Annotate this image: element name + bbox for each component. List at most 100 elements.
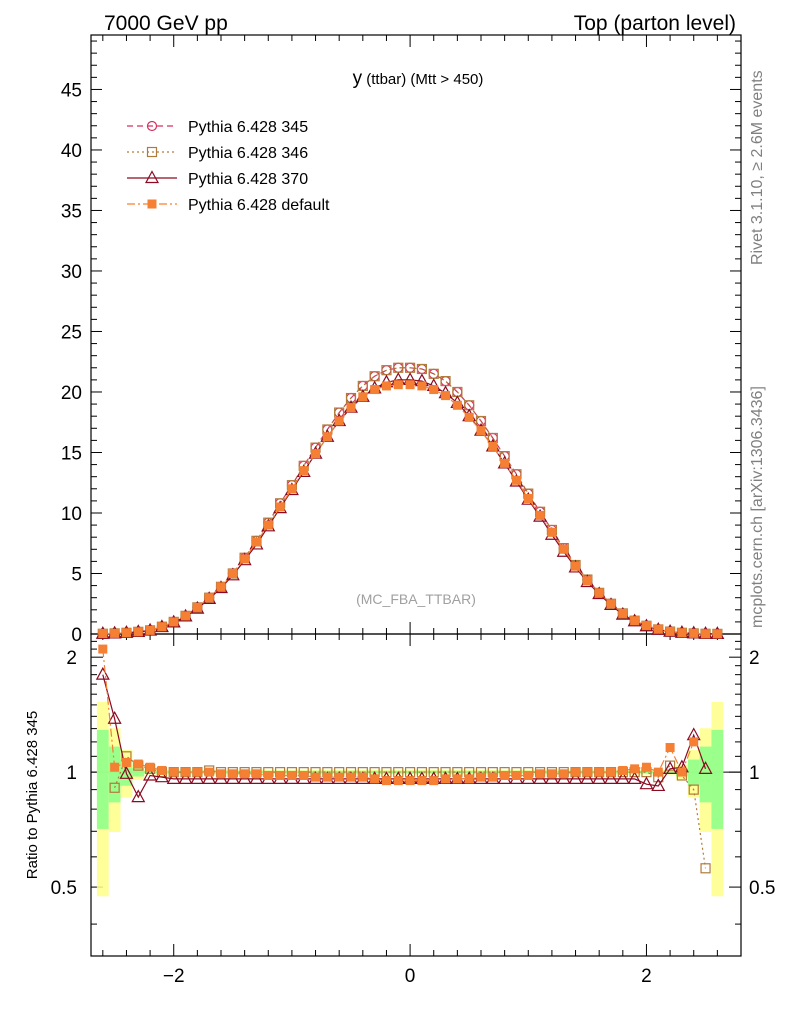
data-point xyxy=(665,626,675,636)
data-point xyxy=(594,588,604,598)
side-label-bottom: mcplots.cern.ch [arXiv:1306.3436] xyxy=(749,386,766,628)
legend-item: Pythia 6.428 default xyxy=(127,197,330,214)
data-point xyxy=(653,624,663,634)
data-point xyxy=(606,767,616,777)
data-point xyxy=(287,770,297,780)
data-point xyxy=(98,629,108,639)
data-point xyxy=(228,769,238,779)
data-point xyxy=(275,770,285,780)
data-point xyxy=(133,759,143,769)
data-point xyxy=(346,403,356,413)
data-point xyxy=(287,484,297,494)
series-pythia-6-428-370 xyxy=(95,666,713,803)
ratio-y-tick-label: 1 xyxy=(749,763,760,784)
data-point xyxy=(358,772,368,782)
data-point xyxy=(594,767,604,777)
data-point xyxy=(627,771,642,785)
ratio-y-tick-label: 2 xyxy=(749,648,760,669)
main-y-tick-label: 15 xyxy=(61,443,82,464)
data-point xyxy=(334,416,344,426)
data-point xyxy=(204,767,214,777)
data-point xyxy=(216,769,226,779)
data-point xyxy=(133,627,143,637)
header-right: Top (parton level) xyxy=(574,12,736,35)
data-point xyxy=(121,757,131,767)
data-point xyxy=(677,767,687,777)
data-point xyxy=(476,426,486,436)
data-point xyxy=(346,772,356,782)
main-y-tick-label: 20 xyxy=(61,383,82,404)
data-point xyxy=(190,771,205,785)
data-point xyxy=(476,772,486,782)
data-point xyxy=(251,537,261,547)
data-point xyxy=(169,767,179,777)
data-point xyxy=(311,772,321,782)
data-point xyxy=(475,415,487,427)
data-point xyxy=(370,385,380,395)
data-point xyxy=(615,771,630,785)
ratio-y-tick-label: 1 xyxy=(66,763,77,784)
data-point xyxy=(452,400,462,410)
main-axes: 0 5 10 15 20 25 30 35 40 45 xyxy=(61,35,741,646)
data-point xyxy=(464,774,474,784)
main-series xyxy=(95,362,725,639)
data-point xyxy=(700,863,711,874)
data-point xyxy=(393,776,403,786)
data-point xyxy=(689,737,699,747)
data-point xyxy=(322,432,332,442)
main-y-tick-label: 25 xyxy=(61,322,82,343)
data-point xyxy=(405,776,415,786)
ratio-series xyxy=(95,644,713,874)
main-y-tick-label: 45 xyxy=(61,80,82,101)
data-point xyxy=(592,771,607,785)
data-point xyxy=(178,771,193,785)
data-point xyxy=(181,611,191,621)
legend: Pythia 6.428 345 Pythia 6.428 346 Pythia 6… xyxy=(127,119,330,214)
data-point xyxy=(663,761,678,774)
data-point xyxy=(110,628,120,638)
data-point xyxy=(547,527,557,537)
data-point xyxy=(358,392,368,402)
data-point xyxy=(192,602,202,612)
main-y-tick-label: 30 xyxy=(61,262,82,283)
plot-title-sub: (ttbar) (Mtt > 450) xyxy=(362,71,483,88)
data-point xyxy=(441,391,451,401)
data-point xyxy=(381,381,391,391)
data-point xyxy=(580,771,595,785)
legend-item: Pythia 6.428 345 xyxy=(127,119,308,136)
data-point xyxy=(523,493,533,503)
ratio-uncertainty-bands xyxy=(96,701,724,897)
data-point xyxy=(240,769,250,779)
data-point xyxy=(639,776,654,790)
data-point xyxy=(464,412,474,422)
data-point xyxy=(98,644,108,654)
ratio-y-tick-label: 0.5 xyxy=(51,878,77,899)
data-point xyxy=(651,778,666,792)
data-point xyxy=(119,766,134,779)
data-point xyxy=(240,554,250,564)
data-point xyxy=(143,767,158,781)
analysis-watermark: (MC_FBA_TTBAR) xyxy=(356,591,476,607)
data-point xyxy=(166,771,181,785)
data-point xyxy=(131,789,146,803)
main-y-tick-label: 10 xyxy=(61,504,82,525)
ratio-band-inner xyxy=(687,759,700,786)
ratio-x-tick-label: −2 xyxy=(163,966,185,987)
data-point xyxy=(698,761,713,774)
data-point xyxy=(216,582,226,592)
data-point xyxy=(146,120,158,132)
data-point xyxy=(145,762,155,772)
data-point xyxy=(511,770,521,780)
data-point xyxy=(95,666,110,680)
data-point xyxy=(345,392,357,404)
data-point xyxy=(251,769,261,779)
data-point xyxy=(641,621,651,631)
data-point xyxy=(405,380,415,390)
ratio-y-label: Ratio to Pythia 6.428 345 xyxy=(24,711,41,879)
data-point xyxy=(535,510,545,520)
main-y-tick-label: 35 xyxy=(61,201,82,222)
legend-item: Pythia 6.428 346 xyxy=(127,145,308,162)
data-point xyxy=(228,568,238,578)
data-point xyxy=(263,770,273,780)
ratio-axes: 0.5 0.5 1 1 2 2 −2 0 2 xyxy=(51,634,775,987)
